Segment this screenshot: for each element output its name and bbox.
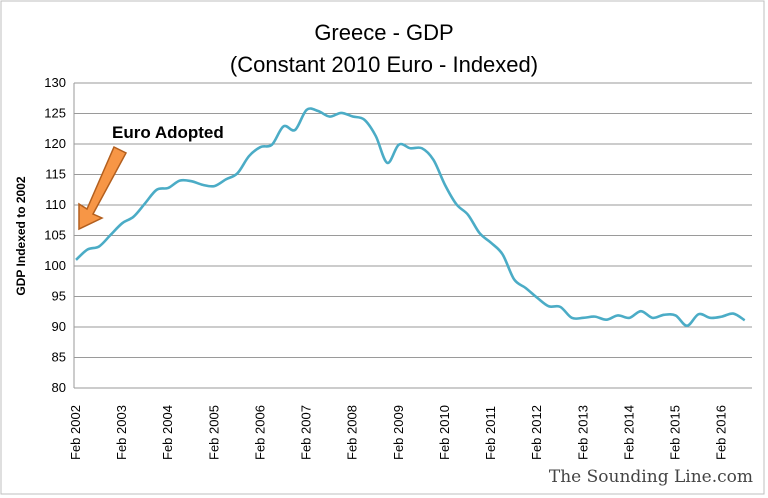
- watermark: The Sounding Line.com: [549, 467, 753, 487]
- y-axis-label: GDP Indexed to 2002: [14, 176, 28, 295]
- y-tick-label: 125: [44, 106, 66, 121]
- euro-adopted-annotation: Euro Adopted: [112, 123, 224, 142]
- y-tick-label: 130: [44, 75, 66, 90]
- chart-title-line-1: Greece - GDP: [314, 20, 453, 45]
- y-tick-label: 100: [44, 258, 66, 273]
- y-tick-label: 85: [52, 350, 66, 365]
- chart-title-line-2: (Constant 2010 Euro - Indexed): [230, 52, 538, 77]
- x-tick-label: Feb 2005: [206, 405, 221, 460]
- x-tick-label: Feb 2004: [160, 405, 175, 460]
- x-tick-label: Feb 2009: [391, 405, 406, 460]
- x-tick-label: Feb 2006: [252, 405, 267, 460]
- y-tick-label: 80: [52, 380, 66, 395]
- x-tick-label: Feb 2016: [714, 405, 729, 460]
- y-tick-label: 95: [52, 289, 66, 304]
- gdp-series-line: [75, 107, 746, 328]
- x-tick-label: Feb 2015: [668, 405, 683, 460]
- x-tick-label: Feb 2014: [621, 405, 636, 460]
- y-tick-label: 90: [52, 319, 66, 334]
- x-tick-label: Feb 2013: [575, 405, 590, 460]
- y-tick-label: 110: [45, 197, 66, 212]
- y-tick-label: 105: [44, 228, 66, 243]
- y-tick-label: 115: [45, 167, 66, 182]
- x-tick-label: Feb 2010: [437, 405, 452, 460]
- x-tick-label: Feb 2007: [299, 405, 314, 460]
- x-tick-label: Feb 2002: [68, 405, 83, 460]
- y-tick-label: 120: [44, 136, 66, 151]
- data-points: [76, 110, 745, 326]
- euro-adopted-arrow: [78, 145, 128, 231]
- x-tick-label: Feb 2008: [345, 405, 360, 460]
- x-tick-label: Feb 2012: [529, 405, 544, 460]
- x-tick-label: Feb 2003: [114, 405, 129, 460]
- x-tick-label: Feb 2011: [483, 406, 498, 460]
